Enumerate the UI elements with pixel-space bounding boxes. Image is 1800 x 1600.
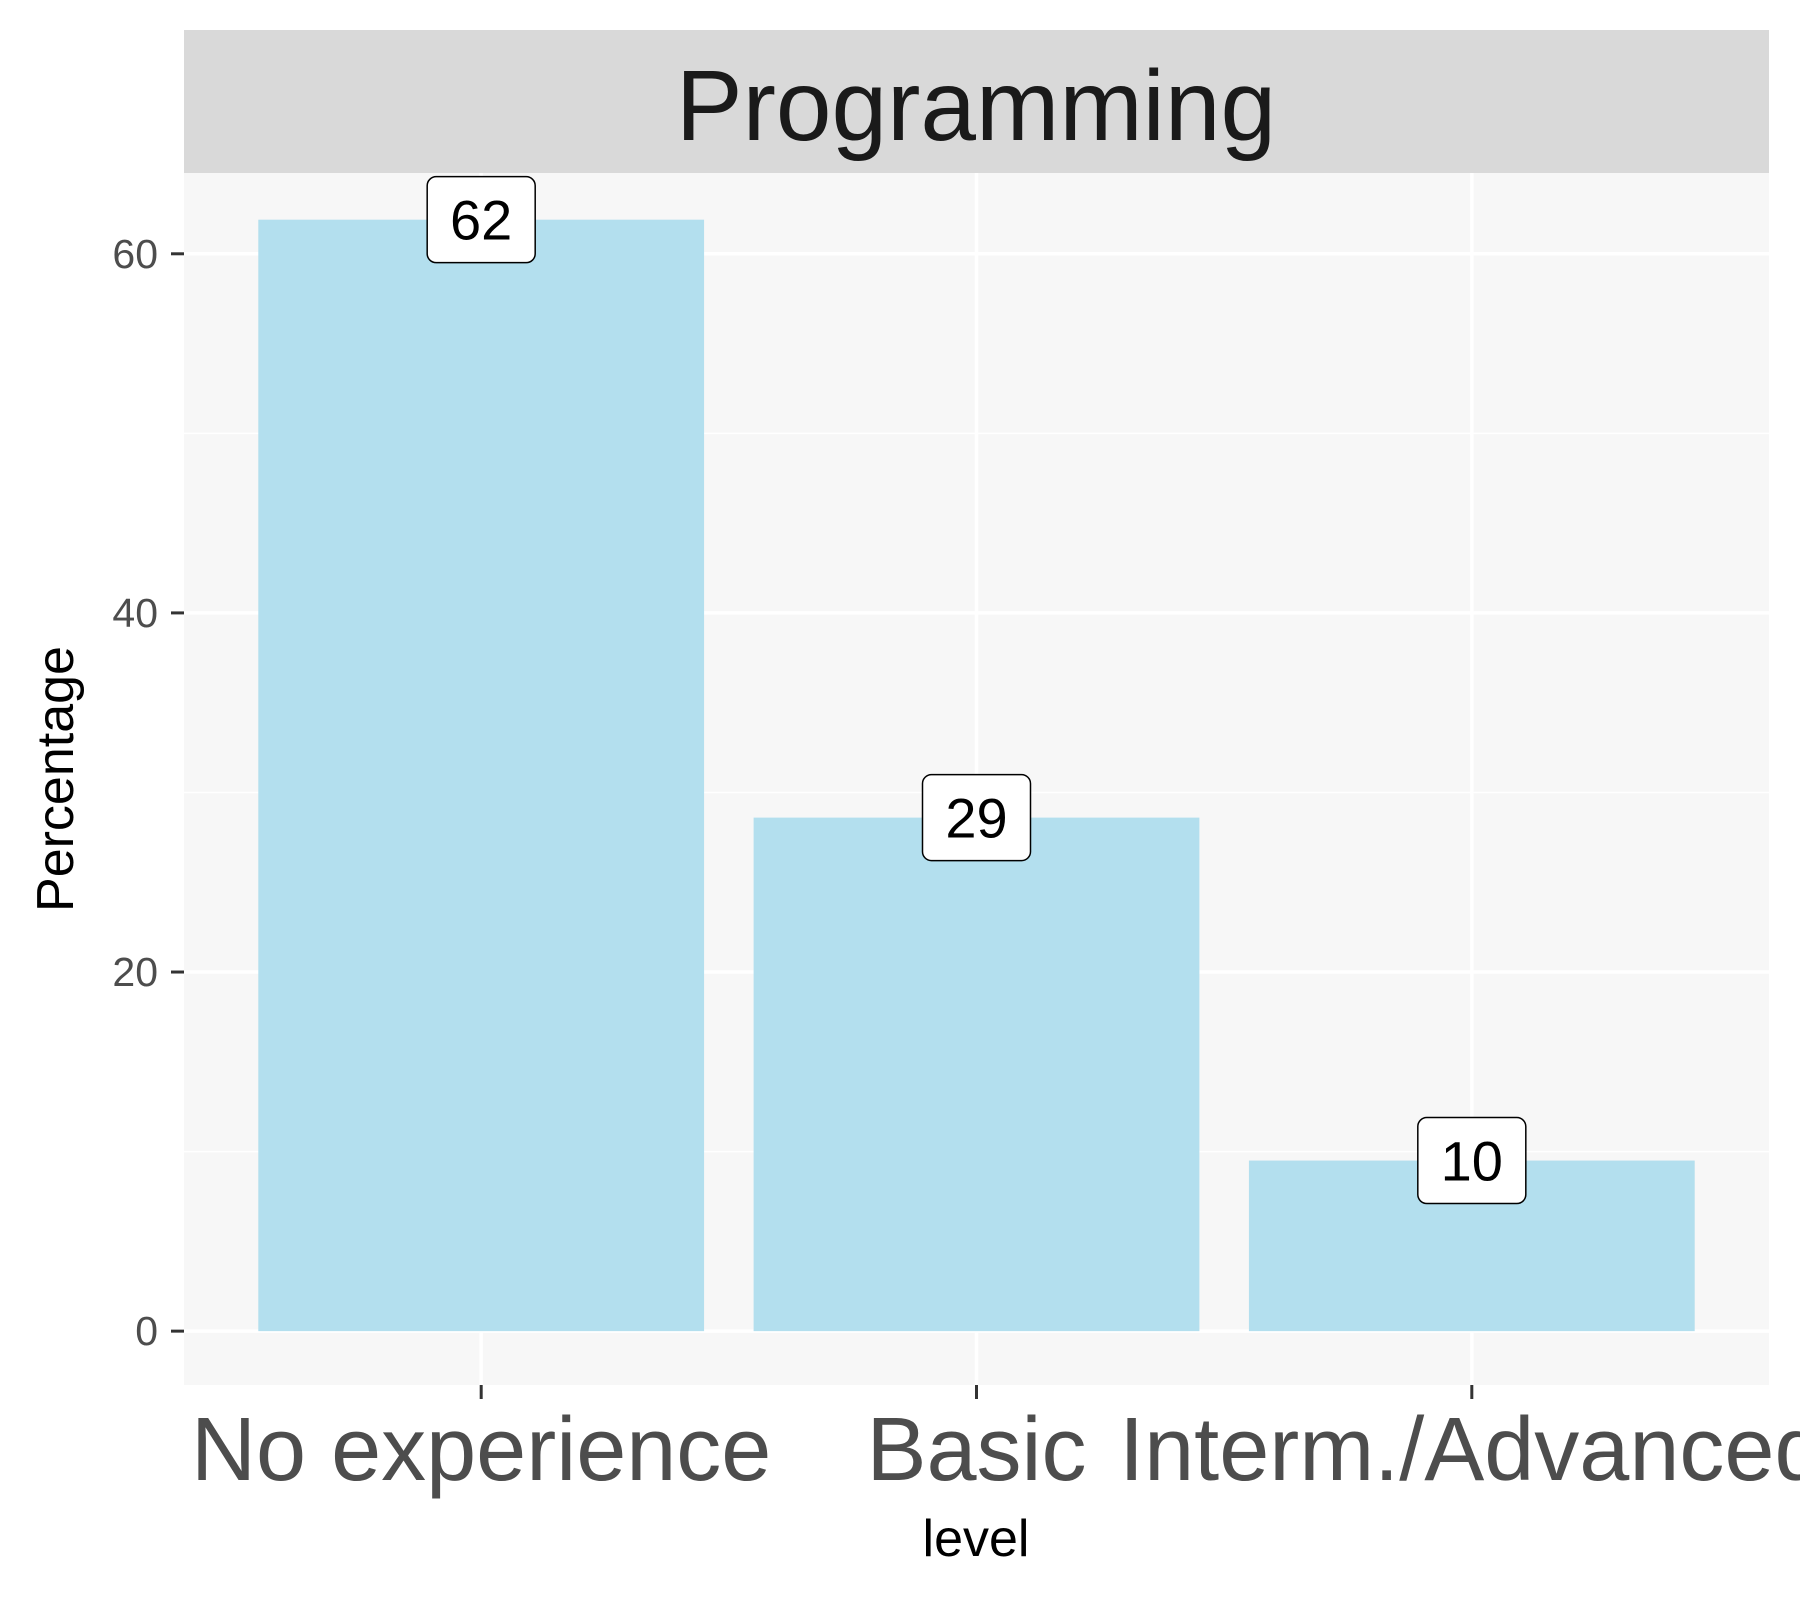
y-tick-label: 60 <box>112 231 158 277</box>
x-tick-label: No experience <box>191 1400 771 1500</box>
x-axis: No experience Basic Interm./Advanced <box>191 1385 1800 1500</box>
y-axis: 0 20 40 60 <box>112 231 184 1354</box>
facet-title: Programming <box>676 50 1276 162</box>
x-tick-label: Basic <box>866 1400 1086 1500</box>
x-axis-title: level <box>923 1510 1030 1568</box>
y-axis-title: Percentage <box>27 646 85 912</box>
bar <box>753 817 1200 1332</box>
data-label: 10 <box>1441 1130 1503 1193</box>
facet-strip <box>184 30 1769 173</box>
data-label-box <box>921 773 1032 862</box>
data-label-box <box>1417 1116 1527 1205</box>
y-tick-label: 20 <box>112 949 158 995</box>
y-tick-label: 40 <box>112 590 158 636</box>
x-tick-label: Interm./Advanced <box>1119 1400 1800 1500</box>
y-tick-label: 0 <box>135 1308 158 1354</box>
data-labels: 62 29 10 <box>426 175 1527 1205</box>
data-label: 29 <box>945 787 1007 850</box>
data-label: 62 <box>450 189 512 252</box>
data-label-box <box>426 175 536 264</box>
bar <box>258 219 705 1332</box>
